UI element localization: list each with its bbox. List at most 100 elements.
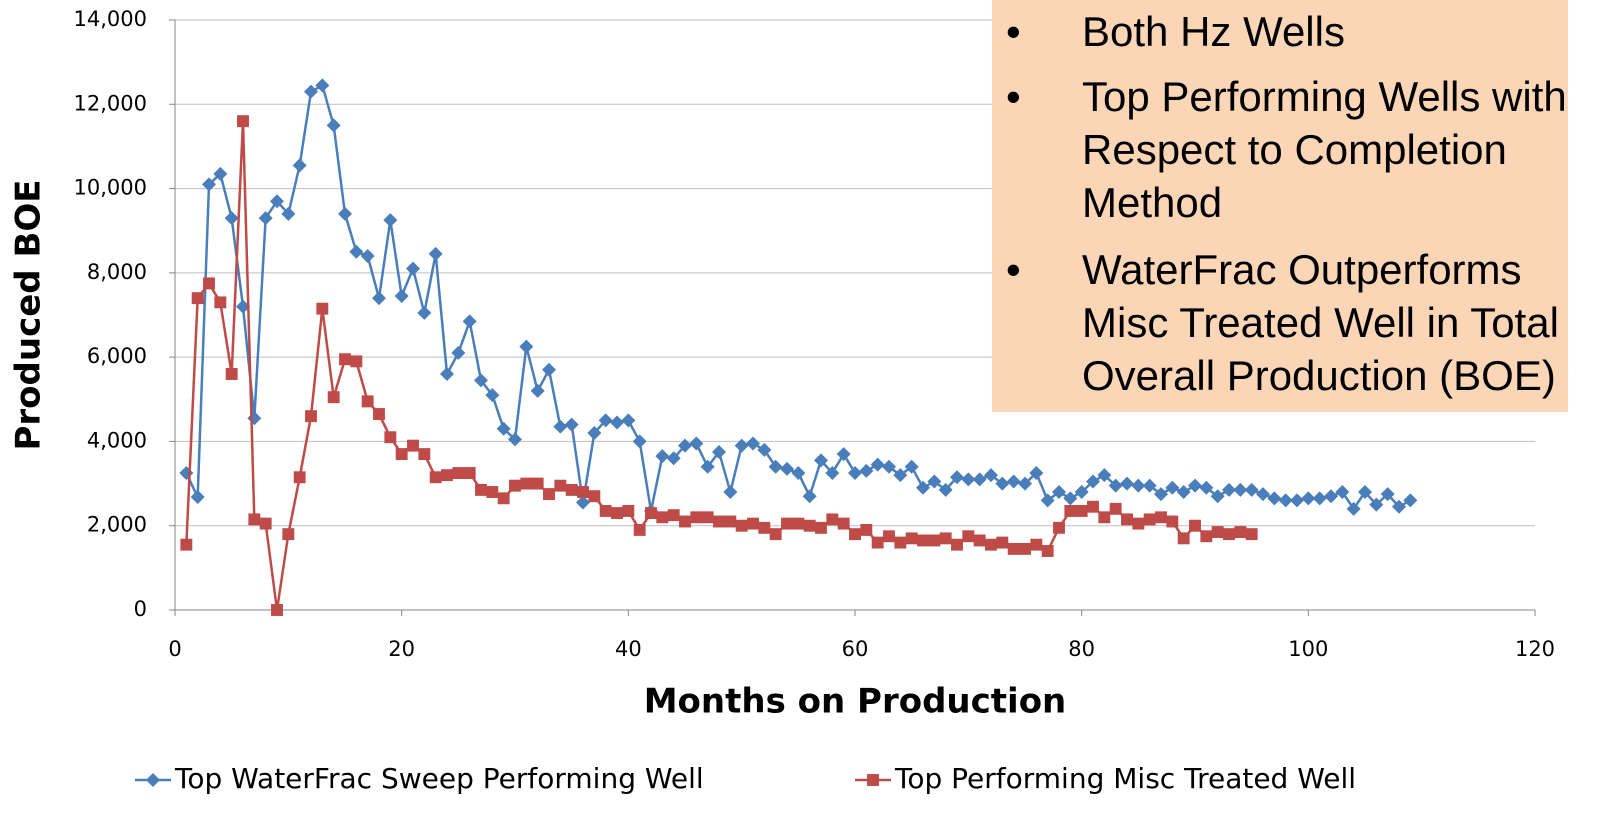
data-point [179, 466, 194, 481]
data-point [1177, 532, 1190, 545]
data-point [802, 489, 817, 504]
data-point [1029, 466, 1044, 481]
data-point [1075, 505, 1088, 517]
data-point [485, 388, 500, 403]
data-point [1019, 542, 1031, 555]
x-tick-label: 40 [615, 637, 642, 661]
data-point [1086, 474, 1100, 489]
data-point [565, 483, 578, 496]
data-point [474, 373, 488, 388]
x-tick-label: 20 [388, 637, 415, 661]
data-point [1007, 542, 1020, 555]
data-point [1267, 491, 1282, 506]
data-point [632, 434, 647, 449]
data-point [939, 532, 952, 545]
x-tick-label: 80 [1068, 637, 1095, 661]
x-tick-label: 0 [168, 637, 181, 661]
data-point [417, 305, 432, 320]
data-point [792, 517, 805, 530]
y-tick-label: 2,000 [87, 513, 147, 537]
data-point [577, 486, 589, 498]
data-point [236, 299, 250, 314]
data-point [214, 296, 227, 309]
data-point [248, 513, 261, 526]
data-point [1324, 489, 1338, 504]
data-point [599, 505, 612, 517]
data-point [496, 421, 511, 436]
data-point [1074, 485, 1089, 499]
data-point [1142, 478, 1157, 493]
data-point [655, 449, 670, 464]
data-point [622, 505, 635, 517]
bullet-text: Top Performing Wells with Respect to Comp… [1082, 70, 1567, 229]
data-point [791, 466, 806, 481]
data-point [350, 355, 363, 368]
data-point [927, 474, 942, 489]
data-point [621, 413, 636, 428]
bullet-line: Respect to Completion [1082, 126, 1507, 173]
data-point [984, 468, 998, 483]
data-point [315, 78, 330, 93]
data-point [1392, 499, 1406, 514]
data-point [1053, 521, 1065, 534]
data-point [383, 213, 398, 228]
bullet-line: WaterFrac Outperforms [1082, 246, 1522, 293]
data-point [418, 448, 431, 461]
data-point [690, 511, 703, 524]
data-point [349, 244, 364, 259]
y-tick-label: 0 [134, 597, 147, 621]
data-point [1403, 493, 1418, 508]
bullet-text: WaterFrac Outperforms Misc Treated Well i… [1082, 243, 1559, 402]
data-point [938, 482, 953, 497]
data-point [814, 453, 828, 468]
data-point [1052, 485, 1066, 499]
data-point [292, 158, 307, 173]
x-tick-label: 60 [842, 637, 869, 661]
data-point [384, 431, 397, 444]
data-point [519, 339, 534, 354]
data-point [1301, 491, 1316, 506]
data-point [1244, 482, 1259, 497]
bullet-dot: • [1006, 246, 1021, 293]
data-point [961, 472, 976, 487]
data-point [1199, 480, 1214, 495]
data-point [870, 457, 885, 472]
data-point [360, 249, 375, 263]
legend-label: Top Performing Misc Treated Well [894, 762, 1356, 795]
bullet-line: Top Performing Wells with [1082, 73, 1567, 120]
data-point [1064, 505, 1077, 517]
data-point [1189, 519, 1201, 532]
data-point [1154, 487, 1168, 502]
data-point [904, 459, 919, 474]
data-point [361, 395, 374, 408]
data-point [1030, 538, 1043, 551]
data-point [407, 439, 419, 452]
data-point [611, 507, 623, 520]
data-point [973, 534, 986, 547]
data-point [1155, 511, 1167, 524]
data-point [815, 521, 827, 534]
data-point [712, 444, 726, 459]
y-tick-label: 12,000 [74, 91, 147, 115]
data-point [610, 415, 624, 430]
data-point [441, 469, 453, 482]
data-point [836, 447, 851, 462]
data-point [1166, 515, 1179, 528]
data-point [701, 511, 714, 524]
data-point [1245, 528, 1258, 541]
data-point [781, 517, 793, 530]
y-tick-label: 8,000 [87, 260, 147, 284]
x-tick-label: 120 [1515, 637, 1555, 661]
data-point [746, 436, 760, 451]
data-point [224, 211, 239, 226]
data-point [734, 438, 749, 453]
data-point [972, 472, 987, 487]
x-axis-title: Months on Production [644, 682, 1067, 722]
data-point [327, 391, 340, 404]
data-point [1143, 513, 1156, 526]
data-point [281, 206, 296, 221]
data-point [1131, 478, 1146, 493]
data-point [406, 261, 420, 276]
data-point [826, 513, 839, 526]
data-point [270, 194, 284, 209]
